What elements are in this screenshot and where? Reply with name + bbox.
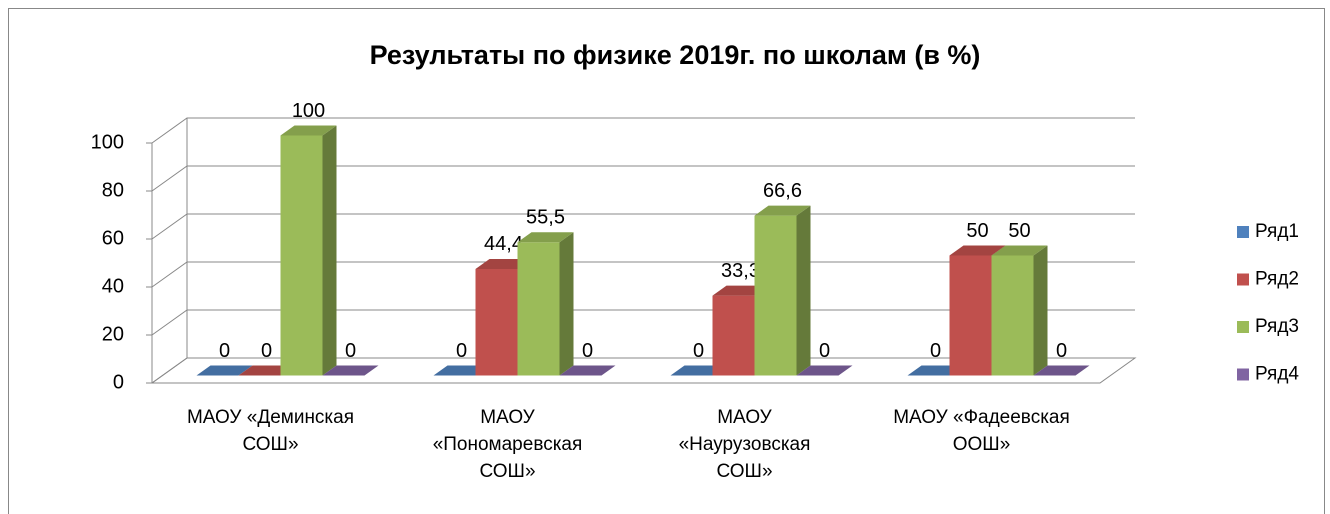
legend-swatch [1237,226,1249,238]
bar-top [949,245,1006,256]
data-label: 0 [930,340,941,362]
bar-side [322,125,337,376]
data-label: 0 [456,340,467,362]
grid-line [151,117,1135,144]
bar-front [280,135,323,376]
bar-top [991,245,1048,256]
data-label: 0 [219,340,230,362]
bar-front [475,268,518,376]
y-tick-label: 80 [102,179,124,201]
grid-line [151,165,1135,192]
bar-front [949,255,992,376]
bar-front [754,215,797,376]
data-label: 33,3 [721,260,760,282]
legend-label: Ряд1 [1255,221,1299,242]
bar-top [796,365,853,376]
bar-top [196,365,253,376]
bar-front [517,242,560,376]
bar-side [559,232,574,376]
bar-front [712,295,755,376]
grid-line [151,357,1135,384]
bar-side [796,205,811,376]
data-label: 44,4 [484,233,523,255]
bar-front [991,255,1034,376]
data-label: 55,5 [526,207,565,229]
legend-swatch [1237,273,1249,286]
y-tick-label: 20 [102,323,124,345]
bar-top [517,232,574,243]
bar-top [559,365,616,376]
y-tick-label: 40 [102,275,124,297]
data-label: 50 [966,220,988,242]
chart-frame [8,8,1325,514]
data-label: 66,6 [763,180,802,202]
data-label: 0 [345,340,356,362]
data-label: 0 [1056,340,1067,362]
grid-line [151,213,1135,240]
grid-line [151,309,1135,336]
data-label: 0 [819,340,830,362]
x-tick-label: МАОУ «Наурузовская СОШ» [678,407,811,482]
data-label: 50 [1008,220,1030,242]
bar-top [1033,365,1090,376]
bar-top [754,205,811,216]
legend-swatch [1237,321,1249,333]
y-tick-label: 60 [102,227,124,249]
bar-side [1033,245,1048,376]
bar-top [280,125,337,136]
data-label: 0 [693,340,704,362]
x-tick-label: МАОУ «Пономаревская СОШ» [432,407,583,482]
chart-title: Результаты по физике 2019г. по школам (в… [370,40,981,70]
legend-label: Ряд2 [1255,269,1299,290]
data-label: 0 [582,340,593,362]
legend-swatch [1237,368,1249,381]
x-tick-label: МАОУ «Деминская СОШ» [186,407,355,455]
x-tick-label: МАОУ «Фадеевская ООШ» [893,407,1070,455]
legend-label: Ряд3 [1255,316,1299,337]
legend-label: Ряд4 [1255,364,1299,385]
data-label: 100 [292,100,325,122]
y-tick-label: 100 [91,131,124,153]
bar-top [322,365,379,376]
data-label: 0 [261,340,272,362]
y-tick-label: 0 [113,371,124,393]
grid-line [151,261,1135,288]
